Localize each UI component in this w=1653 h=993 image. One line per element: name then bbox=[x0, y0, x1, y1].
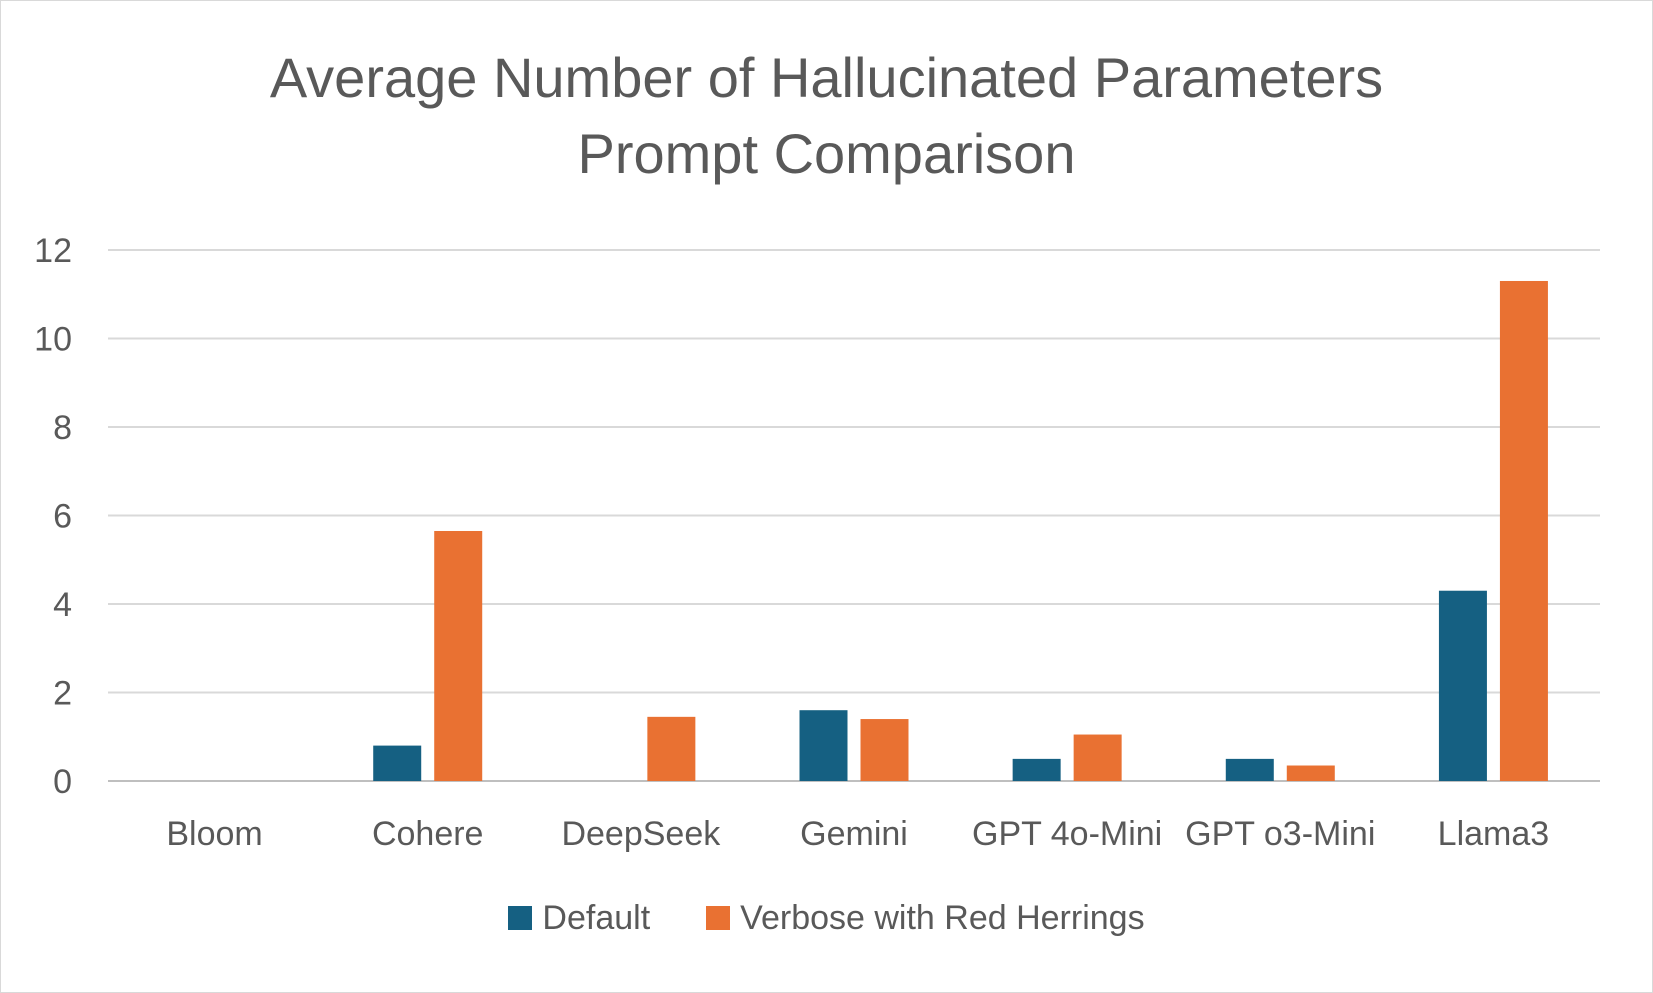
chart-title-line-1: Average Number of Hallucinated Parameter… bbox=[269, 46, 1384, 109]
bar-deepseek-verbose bbox=[647, 716, 696, 781]
x-tick-label-llama3: Llama3 bbox=[1438, 815, 1550, 853]
x-tick-label-gpt-o3-mini: GPT o3-Mini bbox=[1185, 815, 1375, 853]
bars bbox=[373, 280, 1548, 781]
x-tick-label-deepseek: DeepSeek bbox=[561, 815, 721, 853]
bar-gpt-o3-mini-default bbox=[1225, 758, 1274, 781]
y-tick-label-4: 4 bbox=[53, 586, 72, 624]
legend-label-verbose: Verbose with Red Herrings bbox=[740, 899, 1145, 937]
legend-swatch-default bbox=[508, 906, 533, 930]
y-tick-label-0: 0 bbox=[53, 763, 72, 801]
legend-swatch-verbose bbox=[706, 906, 731, 930]
y-tick-label-2: 2 bbox=[53, 675, 72, 713]
x-tick-label-gemini: Gemini bbox=[800, 815, 908, 853]
bar-gemini-verbose bbox=[860, 719, 909, 781]
y-tick-label-10: 10 bbox=[34, 321, 72, 359]
y-tick-label-12: 12 bbox=[34, 232, 72, 270]
bar-gpt-o3-mini-verbose bbox=[1286, 765, 1335, 781]
bar-llama3-verbose bbox=[1499, 280, 1548, 781]
chart-title: Average Number of Hallucinated Parameter… bbox=[0, 40, 1653, 192]
gridlines bbox=[108, 249, 1600, 782]
bar-llama3-default bbox=[1438, 590, 1487, 781]
legend-item-default: Default bbox=[508, 898, 650, 938]
y-tick-label-8: 8 bbox=[53, 409, 72, 447]
x-tick-label-cohere: Cohere bbox=[372, 815, 484, 853]
x-tick-label-gpt-4o-mini: GPT 4o-Mini bbox=[972, 815, 1162, 853]
y-axis-tick-labels: 0 2 4 6 8 10 12 bbox=[34, 232, 72, 801]
x-axis-category-labels: Bloom Cohere DeepSeek Gemini GPT 4o-Mini GPT … bbox=[166, 815, 1549, 853]
bar-gpt-4o-mini-default bbox=[1012, 758, 1061, 781]
y-tick-label-6: 6 bbox=[53, 498, 72, 536]
legend: Default Verbose with Red Herrings bbox=[0, 898, 1653, 938]
bar-cohere-default bbox=[373, 745, 422, 781]
legend-label-default: Default bbox=[542, 899, 651, 937]
bar-cohere-verbose bbox=[434, 530, 483, 781]
bar-gpt-4o-mini-verbose bbox=[1073, 734, 1122, 781]
chart-title-line-2: Prompt Comparison bbox=[577, 122, 1076, 185]
x-tick-label-bloom: Bloom bbox=[166, 815, 262, 853]
legend-item-verbose: Verbose with Red Herrings bbox=[706, 898, 1145, 938]
bar-gemini-default bbox=[799, 710, 848, 781]
